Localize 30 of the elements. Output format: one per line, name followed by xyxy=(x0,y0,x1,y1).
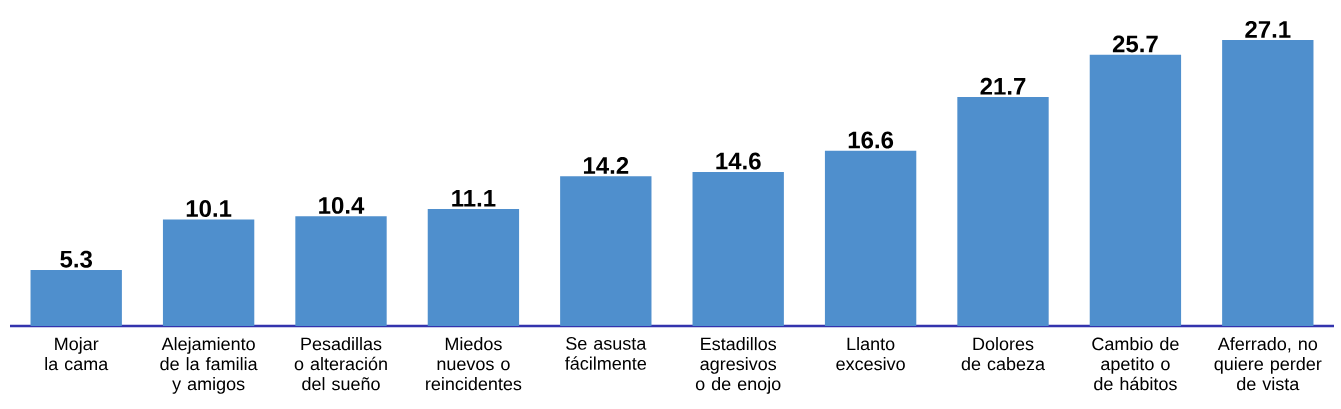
bar xyxy=(1089,54,1182,326)
data-label: 21.7 xyxy=(980,77,1026,95)
data-label: 14.2 xyxy=(583,157,629,174)
x-tick-label: Se asusta fácilmente xyxy=(565,337,647,370)
data-label: 16.6 xyxy=(848,131,894,149)
data-label: 14.6 xyxy=(716,152,761,170)
data-label: 10.1 xyxy=(186,200,232,218)
data-label: 10.4 xyxy=(319,196,365,214)
data-label: 5.3 xyxy=(60,250,93,268)
x-tick-label: Estadillos agresivos o de enojo xyxy=(695,337,781,394)
bar xyxy=(162,219,255,326)
x-tick-label: Cambio de apetito o de hábitos xyxy=(1092,337,1179,391)
x-tick-label: Alejamiento de la familia y amigos xyxy=(160,337,258,394)
bar xyxy=(957,97,1049,326)
x-tick-label: Aferrado, no quiere perder de vista xyxy=(1214,337,1322,391)
x-tick-label: Pesadillas o alteración del sueño xyxy=(294,337,387,391)
bar xyxy=(560,176,652,326)
bar xyxy=(692,171,784,326)
data-label: 27.1 xyxy=(1245,20,1291,38)
bar xyxy=(1222,40,1314,326)
x-tick-label: Mojar la cama xyxy=(45,337,109,371)
data-label: 11.1 xyxy=(452,189,496,207)
x-tick-label: Llanto excesivo xyxy=(836,337,905,371)
data-label: 25.7 xyxy=(1112,35,1158,53)
bar xyxy=(30,270,122,326)
bar xyxy=(427,208,520,326)
bar xyxy=(824,150,917,326)
x-tick-label: Miedos nuevos o reincidentes xyxy=(426,337,522,391)
bar xyxy=(295,216,387,326)
x-tick-label: Dolores de cabeza xyxy=(961,337,1046,371)
